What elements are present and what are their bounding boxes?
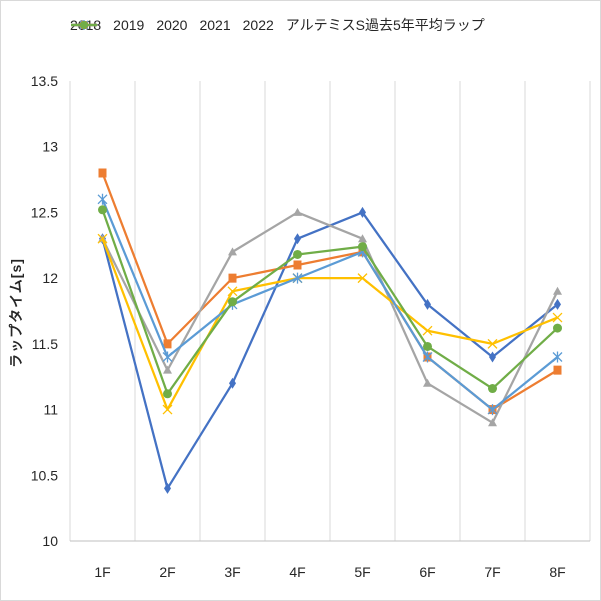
y-tick-label: 11.5 (32, 336, 58, 352)
data-point (228, 247, 237, 256)
data-point (164, 482, 171, 494)
data-point (163, 365, 172, 374)
data-point (162, 404, 173, 415)
y-tick-label: 10 (42, 533, 58, 549)
series-line (101, 209, 559, 395)
data-point (293, 249, 302, 259)
data-point (294, 233, 301, 245)
x-tick-label: 8F (549, 564, 565, 580)
data-point (98, 205, 107, 215)
data-point (163, 339, 172, 349)
data-point (488, 418, 497, 427)
y-tick-label: 10.5 (31, 467, 58, 483)
x-tick-label: 2F (159, 564, 175, 580)
x-tick-label: 7F (484, 564, 500, 580)
y-tick-label: 12 (42, 270, 58, 286)
series-アルテミスS過去5年平均ラップ (98, 205, 562, 399)
data-point (554, 298, 561, 310)
data-point (552, 312, 563, 323)
data-point (293, 207, 302, 216)
legend-label: 2022 (242, 17, 274, 33)
data-point (423, 378, 432, 387)
chart-legend: 20182019202020212022アルテミスS過去5年平均ラップ (70, 18, 485, 32)
legend-label: アルテミスS過去5年平均ラップ (285, 17, 485, 33)
data-point (292, 272, 303, 284)
data-point (293, 260, 302, 270)
data-point (97, 193, 108, 205)
legend-swatch (71, 21, 97, 29)
data-point (423, 341, 432, 351)
data-point (553, 323, 562, 333)
series-line (101, 211, 559, 424)
series-2020 (98, 207, 562, 427)
data-point (424, 298, 431, 310)
y-tick-label: 12.5 (31, 204, 58, 220)
data-point (358, 242, 367, 252)
data-point (162, 351, 173, 363)
legend-label: 2021 (199, 17, 231, 33)
x-tick-label: 4F (289, 564, 305, 580)
y-tick-label: 13 (42, 139, 58, 155)
data-point (358, 234, 367, 243)
data-point (227, 286, 238, 297)
legend-label: 2020 (156, 17, 188, 33)
data-point (487, 338, 498, 349)
y-tick-label: 13.5 (31, 73, 58, 89)
series-line (101, 198, 559, 411)
series-line (101, 238, 558, 411)
data-point (422, 325, 433, 336)
x-tick-label: 6F (419, 564, 435, 580)
x-tick-label: 5F (354, 564, 370, 580)
x-tick-label: 3F (224, 564, 240, 580)
data-point (553, 286, 562, 295)
data-point (229, 377, 236, 389)
y-tick-label: 11 (43, 402, 58, 418)
data-point (228, 297, 237, 307)
data-point (359, 206, 366, 218)
legend-label: 2019 (113, 17, 145, 33)
legend-item: アルテミスS過去5年平均ラップ (71, 17, 485, 33)
data-point (98, 168, 107, 178)
data-point (228, 273, 237, 283)
x-tick-label: 1F (94, 564, 110, 580)
data-point (163, 389, 172, 399)
series-2022 (97, 193, 563, 416)
data-point (489, 351, 496, 363)
data-point (553, 365, 562, 375)
data-point (488, 384, 497, 394)
data-point (97, 233, 108, 244)
data-point (422, 351, 433, 363)
data-point (487, 404, 498, 416)
data-point (552, 351, 563, 363)
data-point (357, 273, 368, 284)
